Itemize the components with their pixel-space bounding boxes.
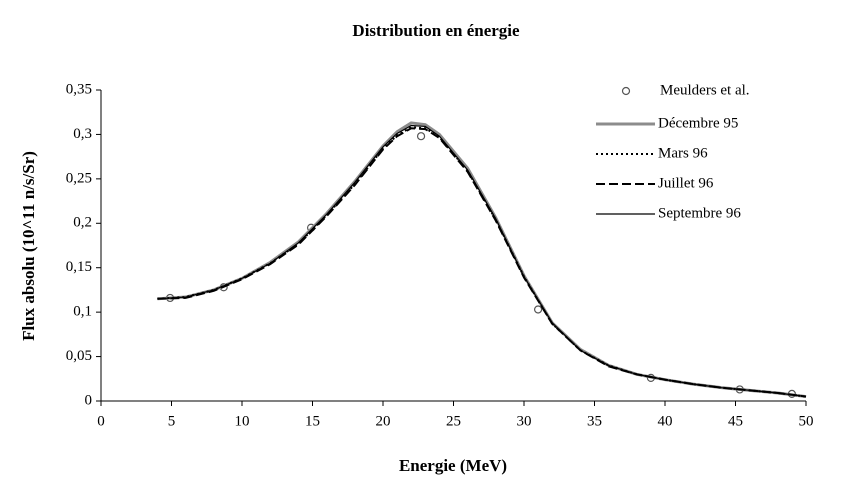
y-tick-label: 0,15 [66,259,92,275]
x-tick-label: 20 [376,413,391,429]
x-tick-label: 35 [587,413,602,429]
legend-label: Mars 96 [658,145,708,161]
x-tick-label: 25 [446,413,461,429]
y-tick-label: 0,25 [66,170,92,186]
data-point [416,132,426,141]
x-tick-label: 10 [235,413,250,429]
y-tick-label: 0,35 [66,81,92,97]
y-tick-label: 0,3 [73,126,92,142]
data-point [533,305,543,314]
x-tick-label: 0 [97,413,105,429]
x-tick-label: 50 [799,413,814,429]
legend-label: Septembre 96 [658,205,741,221]
x-axis-title: Energie (MeV) [399,456,507,475]
legend-label: Décembre 95 [658,115,738,131]
chart-title: Distribution en énergie [352,21,520,40]
series-line [157,121,807,399]
series-line [157,127,807,398]
x-tick-label: 15 [305,413,320,429]
legend-label: Meulders et al. [660,82,750,98]
x-tick-label: 45 [728,413,743,429]
y-tick-label: 0,2 [73,215,92,231]
x-tick-label: 30 [517,413,532,429]
x-tick-label: 40 [658,413,673,429]
x-tick-label: 5 [168,413,176,429]
legend-label: Juillet 96 [658,175,714,191]
y-tick-label: 0,05 [66,348,92,364]
y-axis-title: Flux absolu (10^11 n/s/Sr) [19,151,38,341]
series-line [157,124,807,398]
series-line [157,126,807,398]
y-tick-label: 0,1 [73,304,92,320]
y-tick-label: 0 [85,392,93,408]
legend-marker [621,86,631,96]
